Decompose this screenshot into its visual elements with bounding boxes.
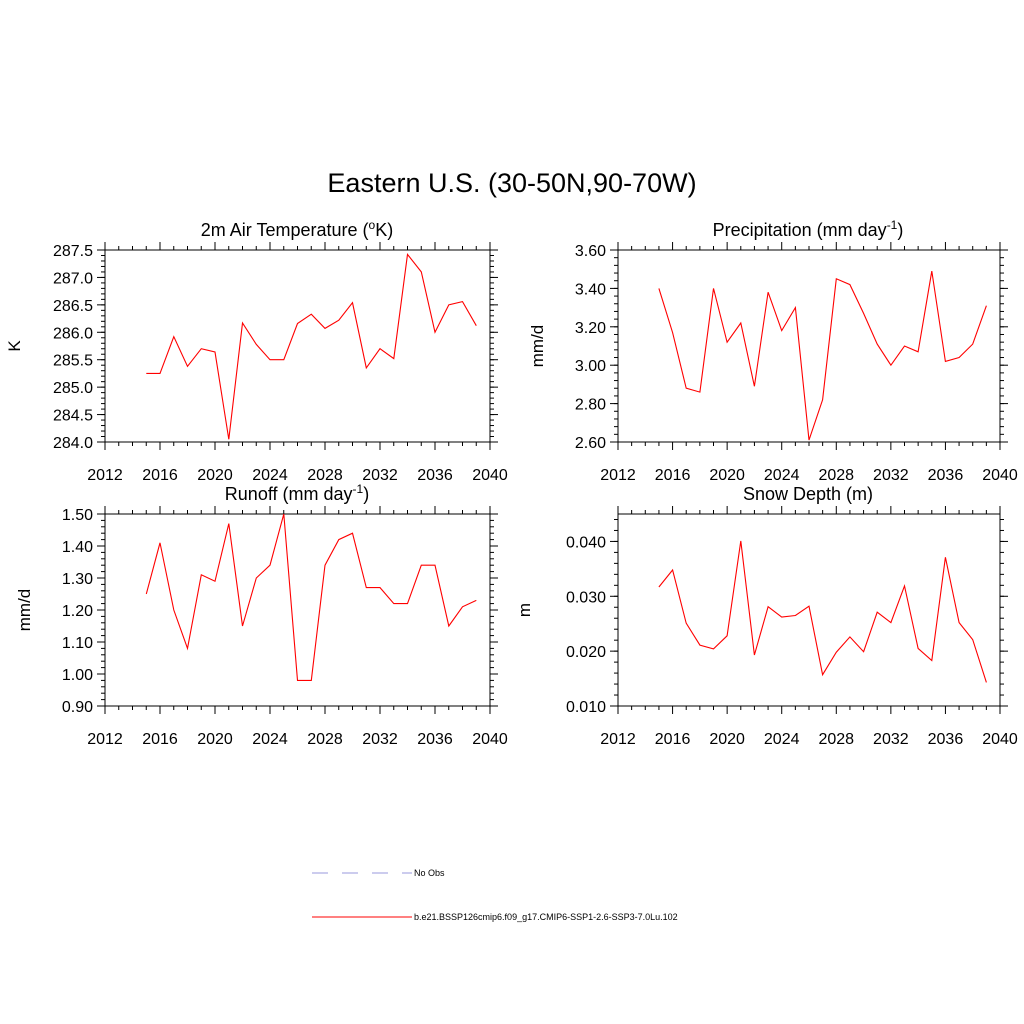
panel-precipitation: 2012 2016 2020 2024 2028 2032 2036 2040 2.60 2.80… xyxy=(528,218,1018,484)
runoff-ylabel: mm/d xyxy=(15,589,34,632)
precipitation-ylabel: mm/d xyxy=(528,325,547,368)
panel-runoff: 2012 2016 2020 2024 2028 2032 2036 2040 0.90 1.00… xyxy=(15,482,508,748)
air-temperature-xtick-label: 2020 xyxy=(197,467,233,484)
precipitation-xtick-label: 2032 xyxy=(873,467,909,484)
precipitation-xtick-label: 2028 xyxy=(818,467,854,484)
precipitation-ytick-label: 3.00 xyxy=(575,358,606,375)
legend-label-2: b.e21.BSSP126cmip6.f09_g17.CMIP6-SSP1-2.… xyxy=(414,912,678,922)
runoff-xtick-label: 2024 xyxy=(252,731,288,748)
snow-depth-title: Snow Depth (m) xyxy=(743,484,873,504)
runoff-xtick-label: 2036 xyxy=(417,731,453,748)
snow-depth-xtick-label: 2024 xyxy=(764,731,800,748)
runoff-ytick-label: 1.40 xyxy=(62,539,93,556)
snow-depth-frame xyxy=(617,513,1001,707)
panel-air-temperature: 2012 2016 2020 2024 2028 2032 2036 2040 284.0 284… xyxy=(5,218,508,484)
air-temperature-xtick-label: 2032 xyxy=(362,467,398,484)
air-temperature-xtick-label: 2036 xyxy=(417,467,453,484)
air-temperature-ytick-label: 287.0 xyxy=(53,270,93,287)
air-temperature-ytick-label: 285.0 xyxy=(53,380,93,397)
runoff-xtick-label: 2028 xyxy=(307,731,343,748)
snow-depth-ylabel: m xyxy=(515,603,534,617)
precipitation-ytick-label: 2.80 xyxy=(575,397,606,414)
legend: No Obs b.e21.BSSP126cmip6.f09_g17.CMIP6-S… xyxy=(312,868,678,922)
snow-depth-xtick-label: 2016 xyxy=(655,731,691,748)
runoff-ytick-label: 1.50 xyxy=(62,507,93,524)
legend-label-1: No Obs xyxy=(414,868,445,878)
snow-depth-ytick-label: 0.030 xyxy=(566,589,606,606)
runoff-xtick-label: 2012 xyxy=(87,731,123,748)
precipitation-ytick-label: 2.60 xyxy=(575,435,606,452)
air-temperature-ytick-label: 287.5 xyxy=(53,243,93,260)
air-temperature-xtick-label: 2040 xyxy=(472,467,508,484)
precipitation-xtick-label: 2036 xyxy=(928,467,964,484)
air-temperature-frame xyxy=(104,249,491,443)
snow-depth-xtick-label: 2028 xyxy=(818,731,854,748)
precipitation-series-line xyxy=(658,271,987,441)
air-temperature-ytick-label: 284.0 xyxy=(53,435,93,452)
runoff-xtick-label: 2032 xyxy=(362,731,398,748)
precipitation-ytick-label: 3.40 xyxy=(575,281,606,298)
air-temperature-title: 2m Air Temperature (oK) xyxy=(201,218,393,240)
runoff-ytick-label: 0.90 xyxy=(62,699,93,716)
runoff-xtick-label: 2016 xyxy=(142,731,178,748)
precipitation-xtick-label: 2024 xyxy=(764,467,800,484)
air-temperature-xtick-label: 2016 xyxy=(142,467,178,484)
precipitation-title: Precipitation (mm day-1) xyxy=(713,218,904,240)
air-temperature-ytick-label: 286.5 xyxy=(53,298,93,315)
precipitation-ytick-label: 3.60 xyxy=(575,243,606,260)
snow-depth-xtick-label: 2020 xyxy=(709,731,745,748)
runoff-title: Runoff (mm day-1) xyxy=(225,482,369,504)
runoff-xtick-label: 2040 xyxy=(472,731,508,748)
precipitation-xtick-label: 2016 xyxy=(655,467,691,484)
air-temperature-ytick-label: 284.5 xyxy=(53,408,93,425)
panel-snow-depth: 2012 2016 2020 2024 2028 2032 2036 2040 0.010 0.0… xyxy=(515,484,1018,748)
snow-depth-xtick-label: 2012 xyxy=(600,731,636,748)
air-temperature-xtick-label: 2012 xyxy=(87,467,123,484)
precipitation-xtick-label: 2012 xyxy=(600,467,636,484)
snow-depth-series-line xyxy=(658,540,987,683)
snow-depth-ytick-label: 0.040 xyxy=(566,534,606,551)
runoff-ytick-label: 1.10 xyxy=(62,635,93,652)
runoff-xtick-label: 2020 xyxy=(197,731,233,748)
main-title: Eastern U.S. (30-50N,90-70W) xyxy=(327,168,697,198)
snow-depth-xtick-label: 2036 xyxy=(928,731,964,748)
air-temperature-xtick-label: 2028 xyxy=(307,467,343,484)
air-temperature-ytick-label: 286.0 xyxy=(53,325,93,342)
snow-depth-xtick-label: 2032 xyxy=(873,731,909,748)
air-temperature-xtick-label: 2024 xyxy=(252,467,288,484)
snow-depth-xtick-label: 2040 xyxy=(982,731,1018,748)
air-temperature-ytick-label: 285.5 xyxy=(53,353,93,370)
precipitation-xtick-label: 2020 xyxy=(709,467,745,484)
runoff-ytick-label: 1.30 xyxy=(62,571,93,588)
runoff-ytick-label: 1.00 xyxy=(62,667,93,684)
air-temperature-ylabel: K xyxy=(5,340,24,352)
snow-depth-ytick-label: 0.010 xyxy=(566,699,606,716)
snow-depth-ytick-label: 0.020 xyxy=(566,644,606,661)
precipitation-xtick-label: 2040 xyxy=(982,467,1018,484)
runoff-series-line xyxy=(145,513,477,681)
runoff-ytick-label: 1.20 xyxy=(62,603,93,620)
precipitation-ytick-label: 3.20 xyxy=(575,320,606,337)
air-temperature-series-line xyxy=(146,253,477,440)
